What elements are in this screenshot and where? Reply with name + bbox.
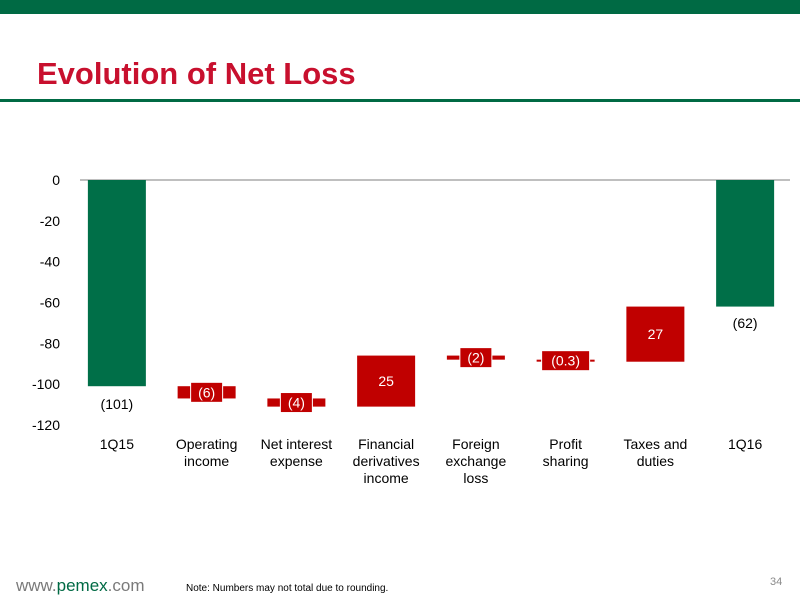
data-label: (0.3)	[551, 353, 580, 369]
x-category-line: loss	[463, 470, 488, 486]
y-tick-label: -120	[32, 417, 60, 433]
y-tick-label: -60	[40, 295, 60, 311]
url-brand: pemex	[56, 576, 108, 595]
top-band	[0, 0, 800, 14]
bar-total	[716, 180, 775, 307]
x-category-label: Taxes and duties	[623, 436, 687, 469]
x-category-label: 1Q16	[728, 436, 762, 452]
x-category-line: 1Q16	[728, 436, 762, 452]
y-tick-label: -100	[32, 376, 60, 392]
x-category-line: 1Q15	[100, 436, 134, 452]
x-category-line: sharing	[543, 453, 589, 469]
data-label: 27	[648, 326, 664, 342]
url-suffix: .com	[107, 576, 145, 595]
bar-delta	[357, 355, 416, 407]
x-category-label: Operating income	[176, 436, 237, 469]
x-category-line: Operating	[176, 436, 237, 452]
data-label-box	[541, 350, 591, 372]
footer-url[interactable]: www.pemex.com	[16, 576, 145, 596]
x-category-line: Profit	[549, 436, 582, 452]
x-category-line: exchange	[446, 453, 507, 469]
y-tick-label: -80	[40, 335, 60, 351]
data-label: 25	[378, 373, 394, 389]
data-label: (101)	[101, 396, 134, 412]
y-tick-label: -40	[40, 254, 60, 270]
data-label: (4)	[288, 395, 305, 411]
x-category-line: expense	[270, 453, 323, 469]
x-category-line: Taxes and	[623, 436, 687, 452]
y-tick-label: -20	[40, 213, 60, 229]
x-category-label: Financial derivatives income	[353, 436, 420, 486]
url-prefix: www.	[16, 576, 57, 595]
y-tick-label: 0	[52, 172, 60, 188]
page-number: 34	[770, 576, 783, 588]
page-title: Evolution of Net Loss	[37, 56, 356, 91]
data-label-box	[459, 347, 493, 369]
x-category-line: duties	[637, 453, 674, 469]
x-category-label: Net interest expense	[261, 436, 333, 469]
x-category-label: Profit sharing	[543, 436, 589, 469]
bar-delta	[626, 306, 685, 362]
data-label: (6)	[198, 384, 215, 400]
data-label-box	[279, 392, 313, 414]
data-label: (62)	[733, 315, 758, 331]
x-category-label: 1Q15	[100, 436, 134, 452]
x-category-line: income	[364, 470, 409, 486]
data-label-box	[190, 381, 224, 403]
bar-total	[87, 180, 146, 387]
x-category-line: Foreign	[452, 436, 499, 452]
x-category-line: Net interest	[261, 436, 333, 452]
x-category-line: Financial	[358, 436, 414, 452]
data-label: (2)	[467, 350, 484, 366]
x-category-line: derivatives	[353, 453, 420, 469]
footnote: Note: Numbers may not total due to round…	[186, 583, 389, 594]
x-category-line: income	[184, 453, 229, 469]
x-category-label: Foreign exchange loss	[446, 436, 507, 486]
title-divider	[0, 99, 800, 102]
